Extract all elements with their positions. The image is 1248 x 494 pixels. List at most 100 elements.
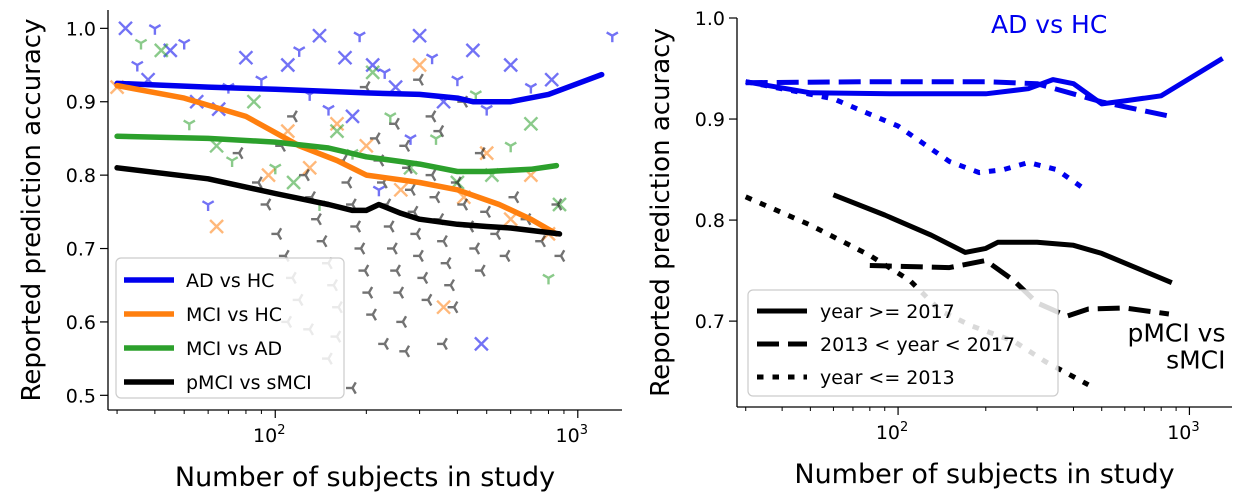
pmci-vs-smci-point-stroke [310, 190, 316, 198]
pmci-vs-smci-point [413, 73, 424, 86]
ad-vs-hc-point-stroke [431, 53, 439, 59]
pmci-vs-smci-point [316, 234, 328, 248]
ad-vs-hc-point-stroke [372, 185, 380, 191]
legend-label-dotted: year <= 2013 [820, 367, 955, 389]
pmci-vs-smci-point [499, 249, 511, 263]
ad-vs-hc-point [148, 24, 162, 35]
pmci-vs-smci-point-stroke [371, 314, 377, 321]
pmci-vs-smci-point-stroke [418, 249, 424, 257]
ad-vs-hc-point-stroke [255, 75, 262, 81]
pmci-vs-smci-point [399, 139, 411, 153]
pmci-vs-smci-point-stroke [401, 321, 408, 329]
mci-vs-ad-point-stroke [429, 134, 437, 140]
pmci-vs-smci-point-stroke [480, 270, 486, 277]
pmci-vs-smci-point [535, 234, 546, 248]
pmci-vs-smci-point-stroke [398, 286, 405, 294]
mci-vs-ad-point [429, 134, 443, 145]
mci-vs-ad-point-stroke [523, 116, 539, 132]
pmci-vs-smci-point-stroke [404, 350, 411, 358]
ad-vs-hc-dashed-line [745, 79, 1170, 119]
pmci-vs-smci-point-stroke [442, 343, 448, 351]
pmci-vs-smci-point-stroke [415, 227, 422, 235]
pmci-vs-smci-point [554, 249, 566, 263]
pmci-vs-smci-point-stroke [238, 152, 244, 160]
mci-vs-ad-point [246, 94, 262, 110]
pmci-vs-smci-point-stroke [418, 79, 424, 86]
pmci-vs-smci-point-stroke [485, 205, 491, 213]
ad-vs-hc-point [404, 134, 417, 145]
pmci-vs-smci-point [425, 110, 437, 123]
pmci-vs-smci-point-stroke [485, 211, 491, 219]
pmci-vs-smci-point-stroke [395, 264, 401, 272]
pmci-vs-smci-point-stroke [415, 233, 422, 241]
pmci-vs-smci-point [271, 227, 283, 241]
pmci-vs-smci-point-stroke [456, 181, 462, 189]
mci-vs-ad-point-stroke [504, 141, 512, 147]
pmci-vs-smci-point-stroke [474, 242, 481, 250]
mci-vs-ad-point-stroke [231, 156, 239, 162]
pmci-vs-smci-point [447, 300, 459, 314]
pmci-vs-smci-point-stroke [449, 284, 455, 292]
mci-vs-hc-point [436, 299, 451, 315]
pmci-vs-smci-point-stroke [438, 212, 445, 220]
mci-vs-ad-trend-line [114, 133, 560, 175]
pmci-vs-smci-point [444, 278, 455, 292]
mci-vs-ad-point-stroke [183, 119, 190, 125]
ad-vs-hc-point-stroke [503, 57, 519, 73]
mci-vs-ad-point-stroke [469, 90, 477, 96]
pmci-vs-smci-point-stroke [404, 345, 411, 352]
pmci-vs-smci-point [410, 227, 422, 241]
mci-vs-hc-point-stroke [302, 160, 318, 176]
pmci-vs-smci-point-stroke [438, 130, 445, 138]
pmci-vs-smci-point-stroke [442, 337, 448, 345]
ad-vs-hc-point [337, 50, 353, 66]
right-y-tick-label: 1.0 [695, 8, 725, 30]
pmci-vs-smci-point [474, 146, 486, 160]
ad-vs-hc-point-stroke [322, 104, 330, 111]
pmci-vs-smci-point [369, 132, 381, 145]
pmci-vs-smci-point-stroke [371, 308, 377, 316]
ad-vs-hc-point [372, 185, 386, 197]
pmci-vs-smci-point-stroke [276, 227, 283, 235]
pmci-vs-smci-point-stroke [342, 154, 348, 162]
pmci-vs-smci-point-stroke [394, 123, 400, 131]
left-y-tick-label: 0.7 [66, 239, 96, 261]
mci-vs-ad-point [329, 123, 345, 139]
ad-vs-hc-point [322, 104, 335, 116]
ad-vs-hc-trend-line [114, 71, 605, 105]
pmci-vs-smci-point-stroke [401, 315, 408, 323]
pmci-vs-smci-point-stroke [427, 293, 433, 301]
ad-vs-hc-point-stroke [480, 104, 488, 111]
pmci-vs-smci-point-stroke [431, 168, 437, 176]
mci-vs-hc-point-stroke [209, 219, 224, 234]
mci-vs-ad-point-stroke [225, 156, 233, 162]
pmci-vs-smci-point [341, 176, 353, 189]
legend-label-mci-vs-ad: MCI vs AD [186, 338, 282, 360]
pmci-vs-smci-point-stroke [395, 270, 401, 277]
pmci-vs-smci-point-stroke [446, 262, 452, 270]
mci-vs-hc-point [209, 219, 224, 234]
pmci-vs-smci-point [480, 205, 491, 219]
ad-vs-hc-point-stroke [207, 200, 215, 206]
ad-vs-hc-point [353, 31, 366, 43]
ad-vs-hc-point [544, 72, 560, 88]
ad-vs-hc-point [177, 38, 191, 50]
pmci-vs-smci-point-stroke [322, 240, 328, 248]
pmci-vs-smci-point [508, 190, 520, 204]
mci-vs-ad-point [225, 156, 239, 167]
ad-vs-hc-point [131, 60, 144, 72]
mci-vs-ad-point-stroke [134, 38, 142, 45]
mci-vs-ad-point [552, 197, 567, 212]
ad-vs-hc-point-stroke [177, 38, 185, 45]
right-y-tick-label: 0.7 [695, 311, 725, 333]
left-y-tick-label: 1.0 [66, 18, 96, 40]
pmci-vs-smci-point [417, 271, 429, 285]
pmci-vs-smci-point [232, 146, 244, 160]
ad-vs-hc-point-stroke [327, 104, 335, 111]
mci-vs-ad-point-stroke [274, 163, 282, 169]
pmci-vs-smci-point-stroke [422, 277, 429, 285]
pmci-vs-smci-point [260, 198, 272, 211]
ad-vs-hc-point-stroke [524, 82, 532, 89]
pmci-vs-smci-point-stroke [389, 225, 395, 233]
